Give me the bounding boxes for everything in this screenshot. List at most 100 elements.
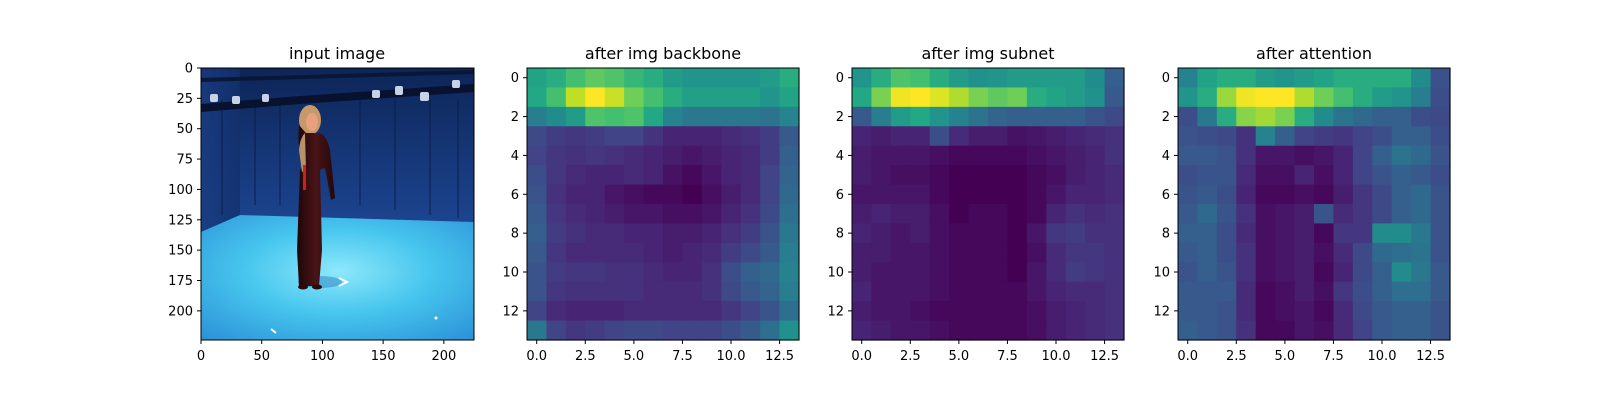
heatmap-cell — [1294, 320, 1315, 341]
heatmap-cell — [1391, 145, 1412, 166]
heatmap-3-ytick-label: 4 — [1162, 149, 1170, 164]
heatmap-cell — [604, 106, 625, 127]
heatmap-cell — [527, 87, 548, 108]
heatmap-cell — [910, 165, 931, 186]
heatmap-cell — [604, 281, 625, 302]
heatmap-cell — [929, 320, 950, 341]
heatmap-cell — [1314, 320, 1335, 341]
heatmap-cell — [721, 262, 742, 283]
heatmap-cell — [585, 165, 606, 186]
heatmap-cell — [1236, 165, 1257, 186]
heatmap-cell — [968, 165, 989, 186]
heatmap-cell — [585, 320, 606, 341]
heatmap-cell — [1026, 301, 1047, 322]
heatmap-cell — [1314, 223, 1335, 244]
heatmap-cell — [929, 165, 950, 186]
heatmap-cell — [546, 126, 567, 147]
heatmap-cell — [949, 242, 970, 263]
heatmap-cell — [643, 223, 664, 244]
heatmap-cell — [1430, 165, 1451, 186]
heatmap-cell — [1372, 281, 1393, 302]
heatmap-cell — [988, 320, 1009, 341]
heatmap-cell — [1411, 204, 1432, 225]
heatmap-cell — [624, 87, 645, 108]
heatmap-cell — [852, 184, 873, 205]
heatmap-cell — [585, 242, 606, 263]
heatmap-cell — [1255, 68, 1276, 89]
heatmap-cell — [740, 204, 761, 225]
heatmap-cell — [890, 320, 911, 341]
heatmap-cell — [929, 204, 950, 225]
heatmap-cell — [910, 223, 931, 244]
heatmap-cell — [890, 106, 911, 127]
heatmap-cell — [701, 320, 722, 341]
heatmap-cell — [1255, 184, 1276, 205]
heatmap-cell — [1085, 281, 1106, 302]
heatmap-cell — [1046, 68, 1067, 89]
panel-4-title: after attention — [1256, 44, 1372, 63]
heatmap-cell — [871, 320, 892, 341]
heatmap-cell — [1007, 204, 1028, 225]
heatmap-cell — [1026, 204, 1047, 225]
heatmap-cell — [760, 87, 781, 108]
heatmap-cell — [1065, 87, 1086, 108]
heatmap-cell — [1065, 204, 1086, 225]
heatmap-cell — [1314, 87, 1335, 108]
heatmap-1-xtick-label: 12.5 — [765, 349, 794, 364]
heatmap-cell — [740, 165, 761, 186]
heatmap-cell — [585, 184, 606, 205]
heatmap-cell — [663, 126, 684, 147]
heatmap-cell — [1178, 242, 1199, 263]
heatmap-cell — [527, 281, 548, 302]
heatmap-cell — [527, 223, 548, 244]
heatmap-cell — [852, 262, 873, 283]
heatmap-cell — [643, 262, 664, 283]
panel-after-img-backbone: after img backbone 0.0 2.5 5.0 7.5 10.0 12.5 0… — [502, 44, 800, 364]
heatmap-cell — [852, 145, 873, 166]
heatmap-cell — [1216, 165, 1237, 186]
heatmap-cell — [1275, 106, 1296, 127]
heatmap-cell — [871, 87, 892, 108]
heatmap-cell — [1391, 184, 1412, 205]
heatmap-1-ytick-label: 10 — [502, 266, 519, 281]
heatmap-cell — [1065, 145, 1086, 166]
heatmap-cell — [1275, 242, 1296, 263]
heatmap-cell — [852, 242, 873, 263]
heatmap-cell — [929, 281, 950, 302]
heatmap-cell — [740, 301, 761, 322]
heatmap-cell — [779, 165, 800, 186]
heatmap-cell — [1178, 145, 1199, 166]
heatmap-cell — [779, 262, 800, 283]
heatmap-cell — [682, 281, 703, 302]
heatmap-cell — [1216, 223, 1237, 244]
heatmap-cell — [1216, 281, 1237, 302]
heatmap-cell — [1430, 301, 1451, 322]
heatmap-cell — [1333, 68, 1354, 89]
heatmap-cell — [1255, 262, 1276, 283]
heatmap-cell — [1352, 281, 1373, 302]
heatmap-cell — [1065, 106, 1086, 127]
input-image-ytick-label: 0 — [185, 62, 193, 77]
heatmap-3-xtick-label: 5.0 — [1275, 349, 1296, 364]
heatmap-2-ytick-label: 6 — [836, 188, 844, 203]
heatmap-cell — [643, 165, 664, 186]
heatmap-cell — [1255, 106, 1276, 127]
heatmap-cell — [1294, 262, 1315, 283]
heatmap-cell — [1104, 262, 1125, 283]
heatmap-cell — [779, 106, 800, 127]
heatmap-cell — [1085, 320, 1106, 341]
heatmap-cell — [1104, 145, 1125, 166]
heatmap-cell — [721, 320, 742, 341]
heatmap-cell — [968, 204, 989, 225]
heatmap-1-ytick-label: 4 — [511, 149, 519, 164]
heatmap-cell — [760, 281, 781, 302]
heatmap-cell — [565, 126, 586, 147]
heatmap-cell — [565, 68, 586, 89]
heatmap-cell — [1372, 145, 1393, 166]
heatmap-cell — [949, 320, 970, 341]
heatmap-cell — [988, 68, 1009, 89]
heatmap-cell — [760, 145, 781, 166]
panel-after-img-subnet: after img subnet 0.0 2.5 5.0 7.5 10.0 12.5 0 2 4… — [827, 44, 1125, 364]
heatmap-cell — [701, 301, 722, 322]
